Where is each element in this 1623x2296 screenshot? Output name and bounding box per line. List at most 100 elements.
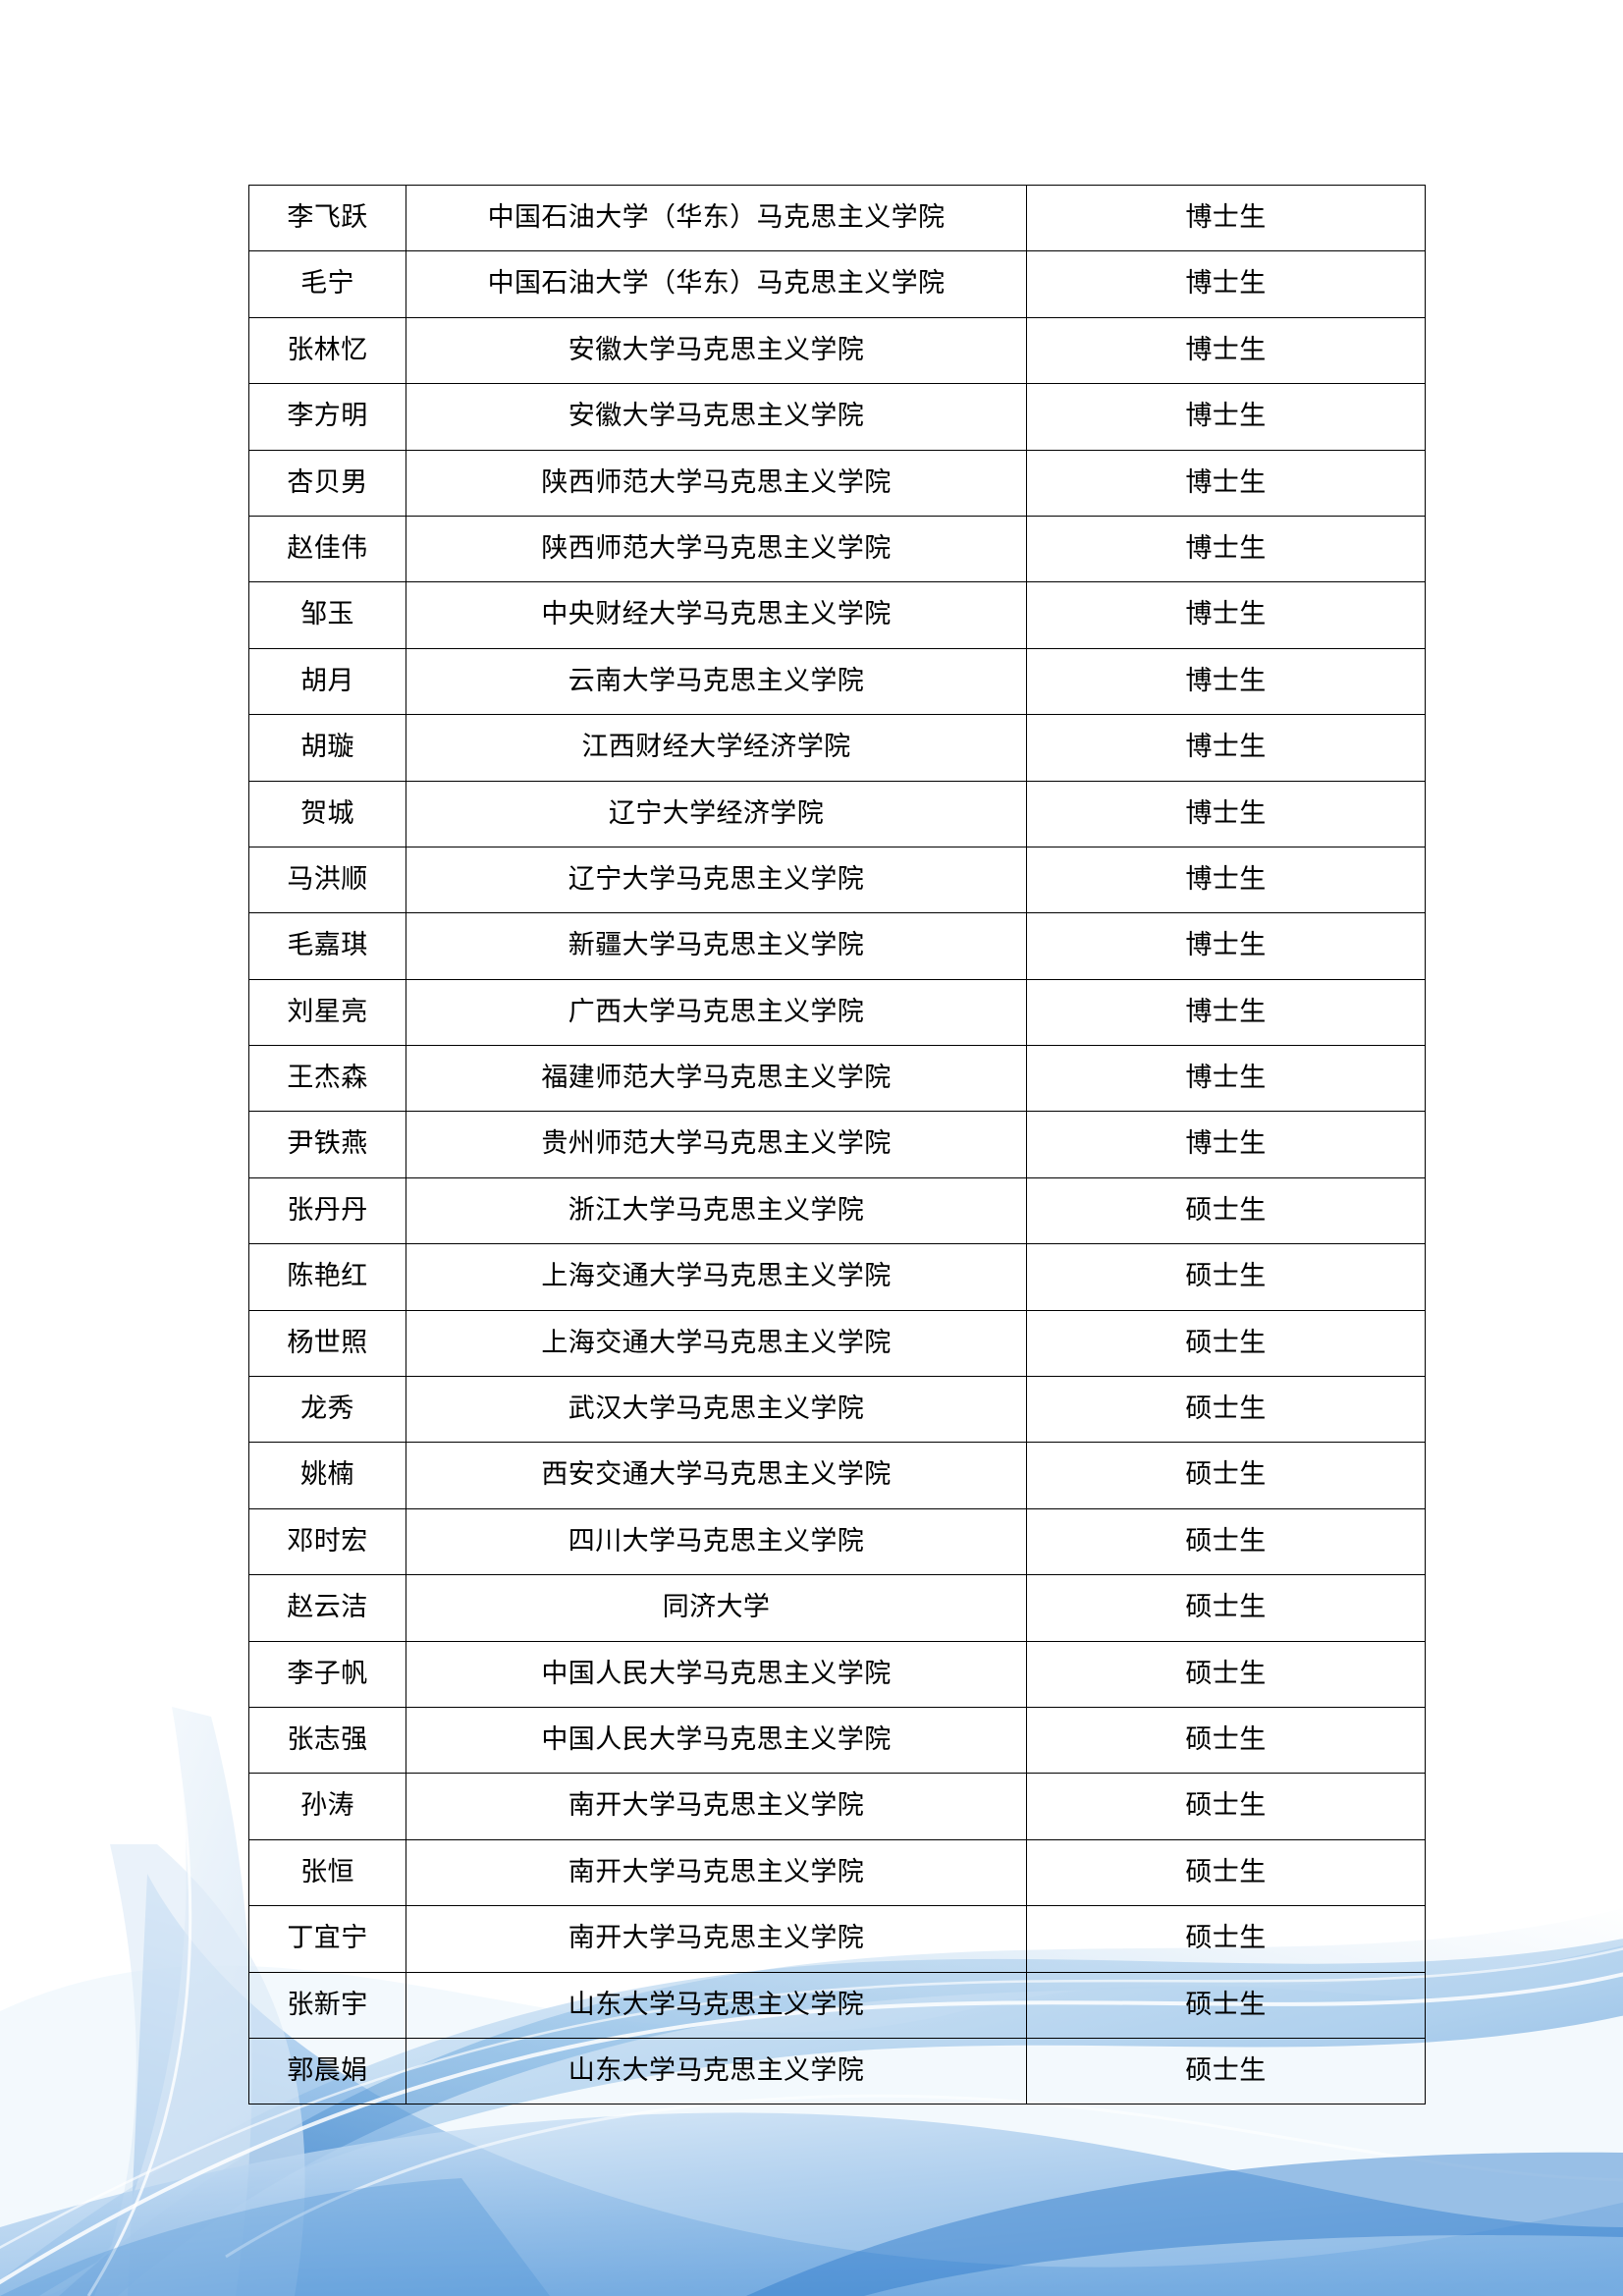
cell-name: 李飞跃 [248, 184, 406, 252]
cell-name: 丁宜宁 [248, 1905, 406, 1973]
cell-institution: 新疆大学马克思主义学院 [406, 912, 1027, 980]
cell-degree-status: 博士生 [1026, 449, 1426, 517]
cell-institution: 山东大学马克思主义学院 [406, 1971, 1027, 2039]
cell-name: 杨世照 [248, 1309, 406, 1378]
table-row: 杏贝男 陕西师范大学马克思主义学院 博士生 [248, 449, 1426, 517]
cell-name: 张新宇 [248, 1971, 406, 2039]
cell-degree-status: 博士生 [1026, 1111, 1426, 1178]
roster-table-body: 李飞跃 中国石油大学（华东）马克思主义学院 博士生 毛宁 中国石油大学（华东）马克思主义… [248, 184, 1426, 2105]
cell-institution: 中国人民大学马克思主义学院 [406, 1640, 1027, 1708]
table-row: 丁宜宁 南开大学马克思主义学院 硕士生 [248, 1905, 1426, 1973]
cell-name: 刘星亮 [248, 978, 406, 1047]
table-row: 张志强 中国人民大学马克思主义学院 硕士生 [248, 1706, 1426, 1775]
cell-institution: 辽宁大学马克思主义学院 [406, 846, 1027, 914]
cell-degree-status: 博士生 [1026, 250, 1426, 318]
cell-institution: 同济大学 [406, 1574, 1027, 1642]
cell-degree-status: 博士生 [1026, 978, 1426, 1047]
cell-institution: 贵州师范大学马克思主义学院 [406, 1111, 1027, 1178]
cell-institution: 武汉大学马克思主义学院 [406, 1376, 1027, 1444]
cell-institution: 上海交通大学马克思主义学院 [406, 1309, 1027, 1378]
table-row: 张林忆 安徽大学马克思主义学院 博士生 [248, 316, 1426, 385]
roster-table: 李飞跃 中国石油大学（华东）马克思主义学院 博士生 毛宁 中国石油大学（华东）马克思主义… [248, 184, 1426, 2105]
cell-degree-status: 硕士生 [1026, 1309, 1426, 1378]
table-row: 张丹丹 浙江大学马克思主义学院 硕士生 [248, 1176, 1426, 1245]
cell-name: 杏贝男 [248, 449, 406, 517]
cell-degree-status: 硕士生 [1026, 1376, 1426, 1444]
table-row: 贺城 辽宁大学经济学院 博士生 [248, 780, 1426, 847]
cell-degree-status: 硕士生 [1026, 1706, 1426, 1775]
cell-degree-status: 博士生 [1026, 316, 1426, 385]
cell-institution: 辽宁大学经济学院 [406, 780, 1027, 847]
table-row: 张恒 南开大学马克思主义学院 硕士生 [248, 1838, 1426, 1907]
table-row: 张新宇 山东大学马克思主义学院 硕士生 [248, 1971, 1426, 2039]
table-row: 李方明 安徽大学马克思主义学院 博士生 [248, 383, 1426, 451]
cell-degree-status: 博士生 [1026, 383, 1426, 451]
cell-degree-status: 硕士生 [1026, 1640, 1426, 1708]
cell-institution: 中国石油大学（华东）马克思主义学院 [406, 250, 1027, 318]
cell-name: 马洪顺 [248, 846, 406, 914]
table-row: 李子帆 中国人民大学马克思主义学院 硕士生 [248, 1640, 1426, 1708]
cell-institution: 南开大学马克思主义学院 [406, 1905, 1027, 1973]
cell-degree-status: 博士生 [1026, 1045, 1426, 1113]
cell-name: 毛嘉琪 [248, 912, 406, 980]
cell-degree-status: 硕士生 [1026, 1838, 1426, 1907]
cell-degree-status: 博士生 [1026, 912, 1426, 980]
table-row: 陈艳红 上海交通大学马克思主义学院 硕士生 [248, 1243, 1426, 1311]
table-row: 刘星亮 广西大学马克思主义学院 博士生 [248, 978, 1426, 1047]
cell-name: 张丹丹 [248, 1176, 406, 1245]
cell-degree-status: 硕士生 [1026, 1773, 1426, 1840]
cell-institution: 中央财经大学马克思主义学院 [406, 581, 1027, 649]
cell-name: 王杰森 [248, 1045, 406, 1113]
cell-name: 姚楠 [248, 1442, 406, 1509]
cell-institution: 中国石油大学（华东）马克思主义学院 [406, 184, 1027, 252]
table-row: 马洪顺 辽宁大学马克思主义学院 博士生 [248, 846, 1426, 914]
cell-name: 尹铁燕 [248, 1111, 406, 1178]
roster-table-container: 李飞跃 中国石油大学（华东）马克思主义学院 博士生 毛宁 中国石油大学（华东）马克思主义… [248, 184, 1426, 2105]
table-row: 胡月 云南大学马克思主义学院 博士生 [248, 647, 1426, 716]
cell-degree-status: 博士生 [1026, 714, 1426, 782]
table-row: 孙涛 南开大学马克思主义学院 硕士生 [248, 1773, 1426, 1840]
cell-degree-status: 博士生 [1026, 515, 1426, 583]
cell-degree-status: 博士生 [1026, 184, 1426, 252]
cell-degree-status: 硕士生 [1026, 1243, 1426, 1311]
cell-institution: 西安交通大学马克思主义学院 [406, 1442, 1027, 1509]
cell-institution: 浙江大学马克思主义学院 [406, 1176, 1027, 1245]
table-row: 毛宁 中国石油大学（华东）马克思主义学院 博士生 [248, 250, 1426, 318]
cell-name: 张志强 [248, 1706, 406, 1775]
cell-institution: 上海交通大学马克思主义学院 [406, 1243, 1027, 1311]
cell-name: 贺城 [248, 780, 406, 847]
cell-institution: 陕西师范大学马克思主义学院 [406, 449, 1027, 517]
cell-institution: 江西财经大学经济学院 [406, 714, 1027, 782]
table-row: 尹铁燕 贵州师范大学马克思主义学院 博士生 [248, 1111, 1426, 1178]
cell-institution: 山东大学马克思主义学院 [406, 2037, 1027, 2105]
cell-name: 赵佳伟 [248, 515, 406, 583]
table-row: 龙秀 武汉大学马克思主义学院 硕士生 [248, 1376, 1426, 1444]
cell-degree-status: 博士生 [1026, 780, 1426, 847]
table-row: 邹玉 中央财经大学马克思主义学院 博士生 [248, 581, 1426, 649]
cell-name: 胡璇 [248, 714, 406, 782]
cell-degree-status: 博士生 [1026, 846, 1426, 914]
cell-degree-status: 硕士生 [1026, 1905, 1426, 1973]
table-row: 李飞跃 中国石油大学（华东）马克思主义学院 博士生 [248, 184, 1426, 252]
cell-institution: 中国人民大学马克思主义学院 [406, 1706, 1027, 1775]
cell-degree-status: 硕士生 [1026, 1971, 1426, 2039]
table-row: 赵佳伟 陕西师范大学马克思主义学院 博士生 [248, 515, 1426, 583]
cell-degree-status: 博士生 [1026, 581, 1426, 649]
cell-name: 毛宁 [248, 250, 406, 318]
cell-name: 胡月 [248, 647, 406, 716]
cell-institution: 陕西师范大学马克思主义学院 [406, 515, 1027, 583]
cell-name: 邓时宏 [248, 1507, 406, 1576]
table-row: 胡璇 江西财经大学经济学院 博士生 [248, 714, 1426, 782]
cell-name: 赵云洁 [248, 1574, 406, 1642]
cell-name: 张林忆 [248, 316, 406, 385]
cell-degree-status: 硕士生 [1026, 2037, 1426, 2105]
table-row: 赵云洁 同济大学 硕士生 [248, 1574, 1426, 1642]
cell-name: 陈艳红 [248, 1243, 406, 1311]
table-row: 王杰森 福建师范大学马克思主义学院 博士生 [248, 1045, 1426, 1113]
cell-degree-status: 博士生 [1026, 647, 1426, 716]
cell-degree-status: 硕士生 [1026, 1442, 1426, 1509]
cell-degree-status: 硕士生 [1026, 1507, 1426, 1576]
table-row: 毛嘉琪 新疆大学马克思主义学院 博士生 [248, 912, 1426, 980]
cell-institution: 福建师范大学马克思主义学院 [406, 1045, 1027, 1113]
